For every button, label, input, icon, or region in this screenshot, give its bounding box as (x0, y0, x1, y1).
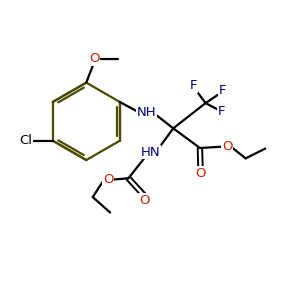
Text: F: F (219, 84, 227, 97)
Text: O: O (195, 167, 206, 180)
Text: HN: HN (141, 146, 161, 159)
Text: O: O (89, 52, 99, 65)
Text: F: F (190, 79, 197, 92)
Text: O: O (139, 194, 150, 207)
Text: O: O (222, 140, 232, 153)
Text: O: O (103, 173, 113, 186)
Text: NH: NH (137, 105, 156, 118)
Text: Cl: Cl (19, 134, 32, 147)
Text: F: F (218, 105, 226, 118)
